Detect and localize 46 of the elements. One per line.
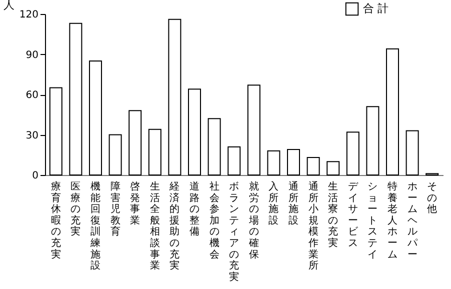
bar (188, 88, 201, 176)
x-tick-label: 通所施設 (288, 180, 299, 226)
x-tick-label: 機能回復訓練施設 (89, 180, 100, 272)
x-tick-label: 療育休暇の充実 (50, 180, 61, 260)
bar (366, 106, 380, 176)
x-tick-label: ホームヘルパー (406, 182, 418, 260)
x-tick-label: その他 (427, 182, 438, 216)
bar (386, 48, 400, 176)
bar (406, 130, 419, 176)
x-tick-label: 医療の充実 (70, 182, 81, 238)
category-label: ボランティアの充実 (229, 182, 240, 283)
legend-label: 合 計 (363, 2, 388, 15)
bar (128, 110, 142, 176)
bar (346, 132, 360, 176)
x-tick-label: 社会参加の機会 (209, 180, 220, 260)
y-tick-label: 90 (26, 50, 38, 61)
bar (228, 146, 241, 176)
x-tick-label: 特養老人ホーム (388, 180, 398, 260)
bar (326, 161, 340, 176)
bar (168, 18, 182, 176)
x-tick-label: 生活全般相談事業 (150, 180, 160, 272)
y-tick-label: 120 (19, 10, 38, 20)
y-tick-label: 60 (26, 90, 38, 101)
bar (306, 157, 320, 176)
bar (267, 150, 280, 176)
x-tick-label: 経済的援助の充実 (168, 182, 180, 272)
bar (69, 22, 82, 176)
bar (88, 60, 102, 176)
x-tick-label: ショートステイ (368, 182, 378, 260)
x-tick-label: 入所施設 (268, 180, 279, 226)
x-tick-label: 障害児教育 (110, 180, 120, 238)
bar (247, 84, 260, 176)
y-tick-label: 30 (26, 130, 38, 142)
bar (287, 149, 300, 176)
y-tick-label: 0 (32, 170, 38, 182)
x-tick-label: 就労の場の確保 (248, 180, 259, 260)
bar (208, 118, 221, 176)
bar (108, 134, 122, 176)
x-tick-label: デイサービス (348, 182, 359, 249)
y-axis-title: 人 (4, 0, 14, 12)
x-tick-label: 生活寮の充実 (328, 180, 338, 249)
bar (148, 128, 162, 176)
bar (49, 87, 62, 176)
x-tick-label: 道路の整備 (190, 180, 200, 238)
x-tick-label: 啓発事業 (130, 180, 140, 226)
x-tick-label: 通所小規模作業所 (307, 180, 318, 272)
